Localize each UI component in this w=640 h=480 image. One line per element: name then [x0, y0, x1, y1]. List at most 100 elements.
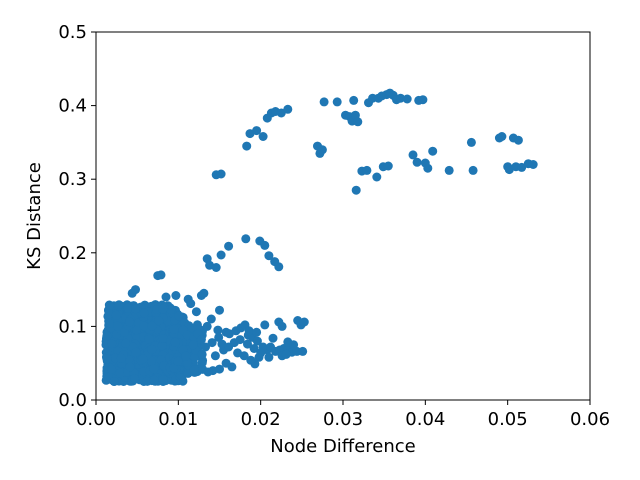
y-axis-label: KS Distance	[24, 162, 45, 270]
plot-frame	[95, 31, 591, 401]
data-point	[123, 303, 133, 313]
data-point	[211, 263, 221, 272]
y-tick-label: 0.1	[58, 316, 87, 337]
data-point	[216, 169, 226, 179]
data-point	[201, 342, 210, 352]
data-point	[158, 334, 168, 343]
data-point	[396, 93, 406, 103]
data-point	[274, 262, 284, 272]
data-point	[210, 351, 220, 361]
data-point	[189, 365, 199, 375]
data-point	[246, 355, 256, 365]
data-point	[156, 270, 166, 280]
data-point	[111, 310, 121, 320]
data-point	[110, 353, 120, 363]
data-point	[252, 336, 262, 346]
data-point	[216, 250, 226, 260]
data-point	[402, 94, 412, 104]
data-point	[214, 332, 224, 342]
data-point	[173, 356, 183, 366]
data-point	[298, 346, 308, 356]
data-point	[252, 327, 262, 337]
data-point	[332, 97, 342, 107]
data-point	[106, 318, 116, 328]
data-point	[186, 299, 196, 309]
data-point	[130, 373, 140, 383]
data-point	[224, 241, 234, 251]
data-point	[115, 368, 125, 378]
x-axis-label: Node Difference	[270, 436, 416, 457]
data-point	[468, 165, 478, 175]
data-point	[264, 352, 274, 362]
data-point	[418, 95, 428, 105]
data-point	[147, 321, 157, 331]
data-point	[317, 145, 327, 155]
x-tick-label: 0.05	[488, 409, 528, 430]
data-point	[169, 363, 179, 373]
data-point	[188, 340, 198, 350]
data-point	[158, 375, 168, 385]
data-point	[444, 165, 454, 175]
y-tick-label: 0.4	[58, 96, 87, 117]
data-point	[353, 117, 363, 127]
data-point	[213, 325, 223, 335]
x-tick-label: 0.06	[570, 409, 610, 430]
data-point	[260, 240, 270, 250]
data-point	[125, 317, 135, 327]
y-tick-label: 0.5	[58, 22, 87, 43]
data-point	[249, 344, 259, 353]
data-point	[132, 325, 141, 335]
data-point	[147, 344, 157, 354]
data-point	[190, 352, 200, 362]
data-point	[139, 308, 149, 318]
data-point	[283, 104, 293, 114]
data-point	[513, 135, 523, 145]
data-point	[197, 349, 207, 359]
data-point	[121, 338, 131, 348]
data-point	[351, 185, 361, 195]
data-point	[144, 334, 154, 344]
data-point	[149, 364, 159, 374]
data-point	[107, 339, 117, 349]
data-point	[349, 95, 359, 105]
x-tick-label: 0.01	[158, 409, 198, 430]
data-point	[319, 97, 329, 107]
data-point	[102, 331, 112, 341]
ticks-layer: 0.00 0.01 0.02 0.03 0.04 0.05 0.06 0.0 0.1 0.2 0.3…	[58, 22, 610, 430]
data-point	[157, 341, 167, 351]
data-point	[202, 321, 212, 331]
x-tick-label: 0.03	[323, 409, 363, 430]
data-point	[158, 304, 168, 314]
data-point	[116, 353, 126, 363]
y-tick-label: 0.2	[58, 243, 87, 264]
x-tick-label: 0.00	[76, 409, 116, 430]
data-point	[113, 321, 123, 331]
data-point	[412, 157, 422, 167]
data-point	[149, 375, 159, 385]
data-point	[142, 376, 152, 386]
data-point	[252, 126, 262, 136]
data-point	[170, 337, 180, 347]
data-point	[131, 304, 140, 314]
data-point	[174, 311, 184, 321]
data-point	[102, 354, 112, 364]
x-tick-label: 0.04	[405, 409, 445, 430]
data-point	[517, 162, 527, 172]
data-point	[528, 160, 538, 169]
data-point	[260, 320, 270, 330]
data-point	[372, 172, 382, 182]
data-point	[277, 321, 287, 331]
data-point	[497, 132, 507, 141]
data-point	[383, 161, 393, 171]
data-point	[224, 342, 234, 352]
data-point	[408, 150, 418, 160]
data-point	[114, 300, 124, 310]
data-point	[131, 347, 141, 357]
data-point	[125, 362, 135, 372]
data-point	[109, 377, 119, 386]
data-point	[466, 137, 476, 147]
data-point	[196, 335, 206, 345]
data-point	[362, 165, 372, 175]
